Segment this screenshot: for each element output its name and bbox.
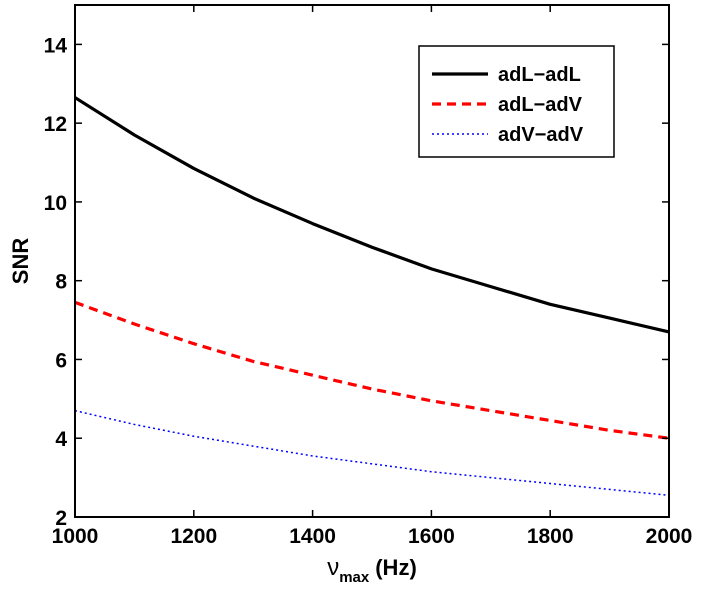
legend-box <box>418 45 615 158</box>
series-line-2 <box>74 300 670 440</box>
legend-items: adL−adL adL−adV adV−adV <box>432 64 584 146</box>
y-tick-label: 4 <box>55 428 67 451</box>
x-axis-unit: (Hz) <box>375 555 417 580</box>
series-line-1 <box>74 96 670 334</box>
x-tick-label: 1800 <box>527 525 574 548</box>
x-tick-label: 1000 <box>52 525 99 548</box>
series-layer <box>74 96 670 497</box>
x-tick-label: 1400 <box>289 525 336 548</box>
x-axis-subscript: max <box>339 569 370 586</box>
series-line-3 <box>74 409 670 497</box>
y-tick-label: 8 <box>55 271 67 294</box>
legend-label-3: adV−adV <box>498 124 584 146</box>
legend-label-2: adL−adV <box>498 94 583 116</box>
y-tick-label: 12 <box>44 113 67 136</box>
y-tick-label: 2 <box>55 507 67 530</box>
plot-frame <box>74 4 670 518</box>
x-axis-symbol: ν <box>327 554 339 581</box>
y-tick-label: 14 <box>44 34 68 57</box>
legend: adL−adL adL−adV adV−adV <box>418 45 615 158</box>
tick-layer: 1000 1200 1400 1600 1800 2000 2 4 6 8 10 12 14 <box>44 5 693 548</box>
y-tick-label: 6 <box>55 349 67 372</box>
legend-label-1: adL−adL <box>498 64 581 86</box>
x-tick-label: 1600 <box>408 525 455 548</box>
x-tick-label: 2000 <box>646 525 693 548</box>
x-axis-title: νmax (Hz) <box>327 554 417 586</box>
y-axis-title: SNR <box>8 238 33 285</box>
y-tick-label: 10 <box>44 192 67 215</box>
x-tick-label: 1200 <box>170 525 217 548</box>
